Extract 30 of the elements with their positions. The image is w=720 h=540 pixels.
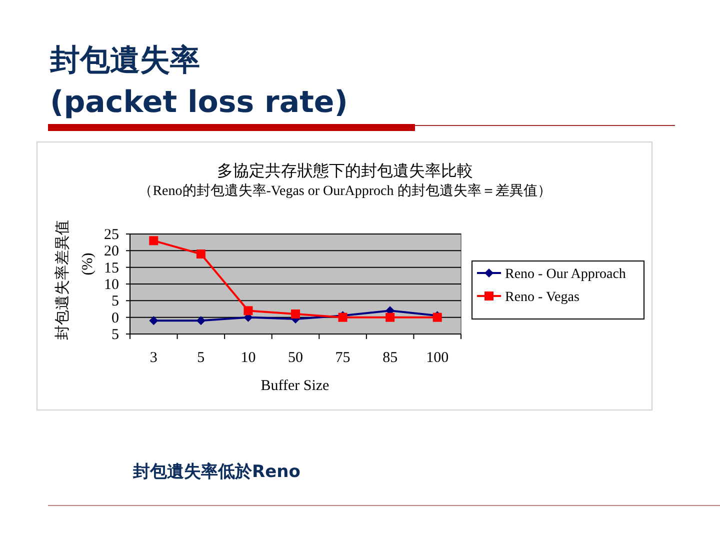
point: [244, 306, 253, 316]
y-tick-label: 5: [112, 294, 119, 310]
x-axis-title: Buffer Size: [260, 378, 330, 394]
text: 封包遺失率: [49, 43, 200, 78]
text: 封包遺失率低於Reno: [132, 462, 300, 482]
x-tick-label: 50: [288, 350, 303, 366]
x-tick-label: 10: [240, 350, 256, 366]
point: [149, 236, 158, 246]
x-tick-label: 100: [426, 350, 449, 366]
chart-subtitle: （Reno的封包遺失率-Vegas or OurApproch 的封包遺失率＝差異值）: [138, 183, 552, 199]
x-tick-label: 3: [150, 350, 158, 366]
x-tick-label: 5: [197, 350, 205, 366]
legend-label: Reno - Vegas: [505, 290, 580, 305]
text: (packet loss rate): [50, 85, 348, 120]
point: [386, 312, 395, 322]
y-tick-label: 20: [104, 244, 119, 260]
x-tick-label: 85: [382, 350, 398, 366]
y-tick-label: 5: [112, 327, 119, 343]
point: [149, 316, 158, 326]
y-tick-label: 25: [104, 227, 119, 243]
point: [196, 250, 206, 258]
x-tick-label: 75: [335, 350, 350, 366]
y-tick-label: 10: [104, 277, 119, 293]
point: [291, 310, 300, 318]
y-tick-label: 0: [112, 310, 119, 326]
chart-title: 多協定共存狀態下的封包遺失率比較: [217, 162, 473, 180]
legend-label: Reno - Our Approach: [505, 267, 626, 282]
y-axis-title: 封包遺失率差異值 (%): [54, 220, 96, 340]
y-tick-label: 15: [104, 260, 119, 276]
point: [196, 316, 206, 326]
